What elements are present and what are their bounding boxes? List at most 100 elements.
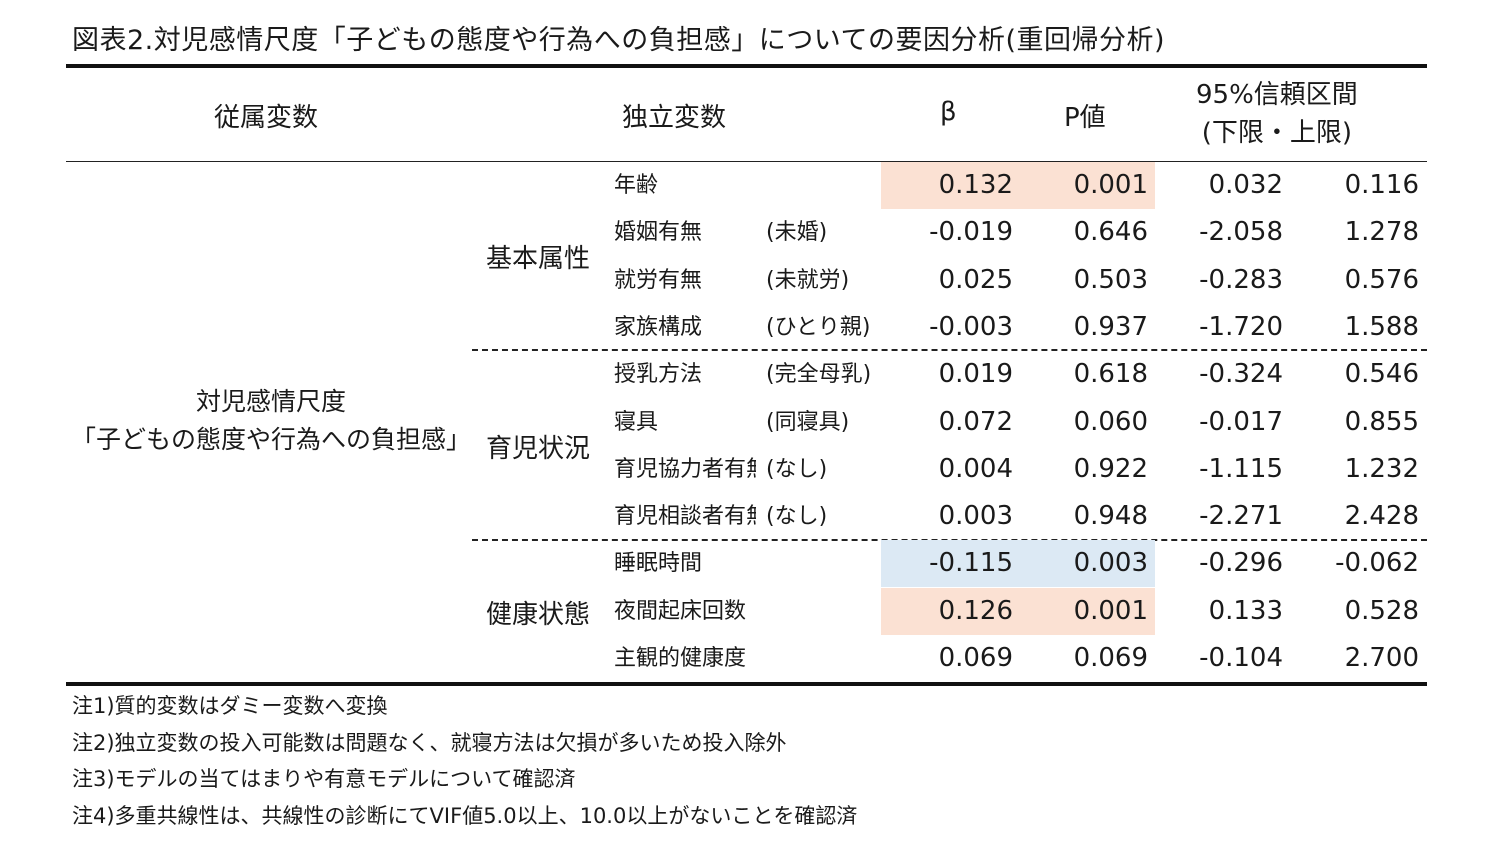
ci-lower-cell: -2.058 — [1199, 217, 1283, 248]
header-independent: 独立変数 — [622, 103, 727, 133]
table-row: 授乳方法 (完全母乳) 0.019 0.618 -0.324 0.546 — [0, 351, 1496, 398]
header-p-value: P値 — [1064, 103, 1106, 133]
group-label-health-status: 健康状態 — [486, 600, 591, 630]
note-4: 注4)多重共線性は、共線性の診断にてVIF値5.0以上、10.0以上がないことを… — [72, 803, 858, 828]
p-value-cell: 0.922 — [1073, 453, 1148, 484]
header-dependent: 従属変数 — [214, 103, 319, 133]
ci-upper-cell: 0.576 — [1344, 264, 1419, 295]
p-value-cell: 0.001 — [1073, 595, 1148, 626]
independent-variable-cell: 婚姻有無 — [614, 220, 703, 246]
independent-variable-cell: 育児協力者有無 — [614, 456, 756, 482]
p-value-cell: 0.937 — [1073, 311, 1148, 342]
independent-variable-cell: 睡眠時間 — [614, 551, 703, 577]
reference-category-cell: (ひとり親) — [766, 314, 871, 340]
independent-variable-cell: 年齢 — [614, 173, 659, 198]
dependent-variable-line1: 対児感情尺度 — [195, 387, 346, 416]
p-value-cell: 0.618 — [1073, 359, 1148, 390]
beta-cell: 0.004 — [938, 453, 1013, 484]
ci-upper-cell: 1.278 — [1344, 217, 1419, 248]
reference-category-cell: (なし) — [766, 456, 828, 482]
table-row: 年齢 0.132 0.001 0.032 0.116 — [0, 162, 1496, 209]
table-row: 就労有無 (未就労) 0.025 0.503 -0.283 0.576 — [0, 257, 1496, 304]
reference-category-cell: (未婚) — [766, 220, 828, 246]
ci-lower-cell: -0.283 — [1199, 264, 1283, 295]
note-1: 注1)質的変数はダミー変数へ変換 — [72, 694, 388, 718]
p-value-cell: 0.003 — [1073, 548, 1148, 579]
header-ci-line1: 95%信頼区間 — [1196, 80, 1358, 110]
ci-lower-cell: -0.017 — [1199, 406, 1283, 437]
group-divider — [472, 349, 1427, 351]
independent-variable-cell: 家族構成 — [614, 314, 703, 340]
header-beta: β — [940, 97, 957, 127]
ci-upper-cell: 0.546 — [1344, 359, 1419, 390]
ci-lower-cell: 0.032 — [1208, 170, 1283, 200]
reference-category-cell: (同寝具) — [766, 409, 850, 435]
notes: 注1)質的変数はダミー変数へ変換 注2)独立変数の投入可能数は問題なく、就寝方法… — [72, 688, 857, 834]
group-divider — [472, 539, 1427, 541]
independent-variable-cell: 就労有無 — [614, 267, 703, 293]
significance-highlight — [881, 162, 1018, 209]
beta-cell: -0.019 — [929, 217, 1013, 248]
ci-lower-cell: -1.720 — [1199, 311, 1283, 342]
table-row: 家族構成 (ひとり親) -0.003 0.937 -1.720 1.588 — [0, 304, 1496, 351]
significance-highlight — [881, 587, 1018, 635]
p-value-cell: 0.069 — [1073, 643, 1148, 673]
beta-cell: 0.126 — [938, 595, 1013, 626]
ci-upper-cell: 1.588 — [1344, 311, 1419, 342]
significance-highlight — [881, 540, 1018, 588]
table-row: 夜間起床回数 0.126 0.001 0.133 0.528 — [0, 587, 1496, 635]
p-value-cell: 0.503 — [1073, 264, 1148, 295]
table-row: 睡眠時間 -0.115 0.003 -0.296 -0.062 — [0, 540, 1496, 588]
significance-highlight — [1018, 587, 1155, 635]
independent-variable-cell: 授乳方法 — [614, 362, 703, 388]
beta-cell: 0.003 — [938, 501, 1013, 532]
ci-upper-cell: -0.062 — [1335, 548, 1419, 579]
ci-upper-cell: 0.528 — [1344, 595, 1419, 626]
table-row: 婚姻有無 (未婚) -0.019 0.646 -2.058 1.278 — [0, 209, 1496, 256]
beta-cell: 0.025 — [938, 264, 1013, 295]
p-value-cell: 0.001 — [1073, 170, 1148, 200]
note-3: 注3)モデルの当てはまりや有意モデルについて確認済 — [72, 767, 576, 791]
beta-cell: -0.115 — [929, 548, 1013, 579]
beta-cell: 0.069 — [938, 643, 1013, 673]
ci-lower-cell: -2.271 — [1199, 501, 1283, 532]
header-confidence-interval: 95%信頼区間 (下限・上限) — [1196, 76, 1358, 152]
ci-upper-cell: 2.428 — [1344, 501, 1419, 532]
significance-highlight — [1018, 540, 1155, 588]
table-row: 主観的健康度 0.069 0.069 -0.104 2.700 — [0, 635, 1496, 682]
reference-category-cell: (完全母乳) — [766, 362, 872, 388]
beta-cell: 0.132 — [938, 170, 1013, 200]
ci-upper-cell: 0.855 — [1344, 406, 1419, 437]
group-label-childcare-situation: 育児状況 — [486, 434, 591, 464]
ci-lower-cell: -0.104 — [1199, 643, 1283, 673]
independent-variable-cell: 寝具 — [614, 409, 659, 435]
p-value-cell: 0.060 — [1073, 406, 1148, 437]
figure-title: 図表2.対児感情尺度「子どもの態度や行為への負担感」についての要因分析(重回帰分… — [72, 25, 1166, 56]
table-row: 寝具 (同寝具) 0.072 0.060 -0.017 0.855 — [0, 399, 1496, 446]
table-top-rule — [66, 64, 1427, 68]
table-row: 育児相談者有無 (なし) 0.003 0.948 -2.271 2.428 — [0, 493, 1496, 540]
beta-cell: -0.003 — [929, 311, 1013, 342]
p-value-cell: 0.646 — [1073, 217, 1148, 248]
table-bottom-rule — [66, 682, 1427, 686]
p-value-cell: 0.948 — [1073, 501, 1148, 532]
ci-lower-cell: 0.133 — [1208, 595, 1283, 626]
beta-cell: 0.019 — [938, 359, 1013, 390]
ci-upper-cell: 2.700 — [1344, 643, 1419, 673]
note-2: 注2)独立変数の投入可能数は問題なく、就寝方法は欠損が多いため投入除外 — [72, 730, 787, 755]
independent-variable-cell: 育児相談者有無 — [614, 504, 756, 530]
reference-category-cell: (なし) — [766, 504, 828, 530]
ci-upper-cell: 0.116 — [1344, 170, 1419, 200]
significance-highlight — [1018, 162, 1155, 209]
ci-lower-cell: -1.115 — [1199, 453, 1283, 484]
table-row: 育児協力者有無 (なし) 0.004 0.922 -1.115 1.232 — [0, 446, 1496, 493]
dependent-variable-label: 対児感情尺度 「子どもの態度や行為への負担感」 — [66, 383, 476, 459]
reference-category-cell: (未就労) — [766, 267, 850, 293]
ci-lower-cell: -0.324 — [1199, 359, 1283, 390]
independent-variable-cell: 主観的健康度 — [614, 646, 747, 671]
header-separator — [66, 161, 1427, 162]
independent-variable-cell: 夜間起床回数 — [614, 598, 747, 624]
ci-lower-cell: -0.296 — [1199, 548, 1283, 579]
dependent-variable-line2: 「子どもの態度や行為への負担感」 — [70, 425, 471, 454]
header-ci-line2: (下限・上限) — [1201, 118, 1353, 148]
